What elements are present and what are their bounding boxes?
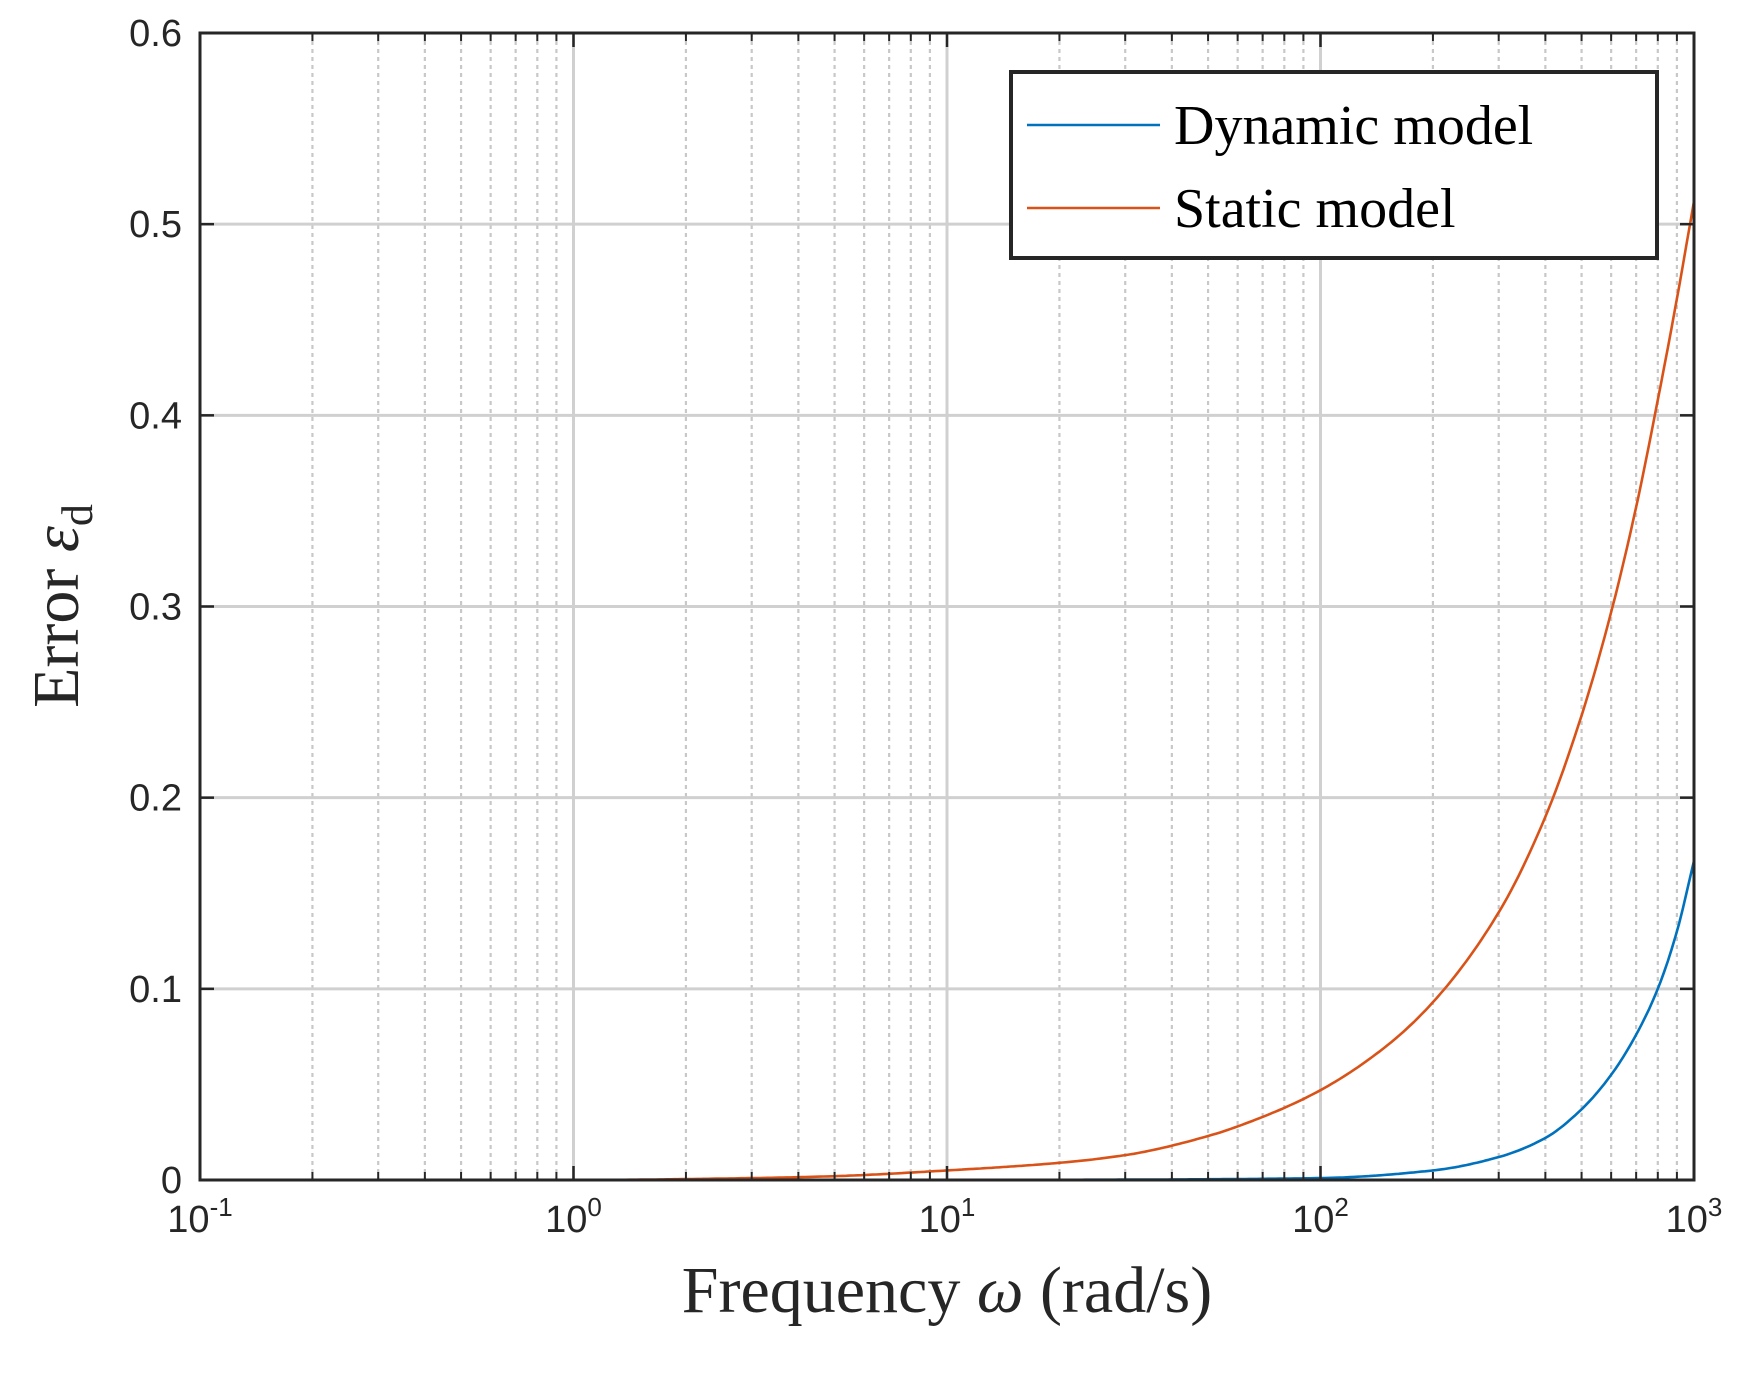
x-tick-label: 100 [545, 1192, 602, 1241]
x-tick-label: 103 [1666, 1192, 1723, 1241]
y-tick-label: 0.1 [129, 969, 182, 1011]
y-tick-label: 0.2 [129, 778, 182, 820]
legend-box [1009, 70, 1659, 260]
y-tick-label: 0 [161, 1160, 182, 1202]
x-axis-label: Frequency ω (rad/s) [682, 1254, 1212, 1327]
axis-ticks [198, 31, 1696, 1182]
legend: Dynamic model Static model [1009, 70, 1659, 260]
legend-label-dynamic-model: Dynamic model [1174, 95, 1533, 157]
x-tick-label: 10-1 [167, 1192, 232, 1241]
y-tick-label: 0.3 [129, 587, 182, 629]
x-tick-label: 102 [1292, 1192, 1349, 1241]
y-tick-label: 0.5 [129, 204, 182, 246]
y-tick-labels: 0 0.1 0.2 0.3 0.4 0.5 0.6 [129, 13, 182, 1202]
x-tick-label: 101 [919, 1192, 976, 1241]
legend-label-static-model: Static model [1174, 178, 1456, 240]
y-axis-label: Error εd [20, 504, 102, 708]
y-tick-label: 0.4 [129, 395, 182, 437]
x-tick-labels: 10-1 100 101 102 103 [167, 1192, 1722, 1241]
y-tick-label: 0.6 [129, 13, 182, 55]
